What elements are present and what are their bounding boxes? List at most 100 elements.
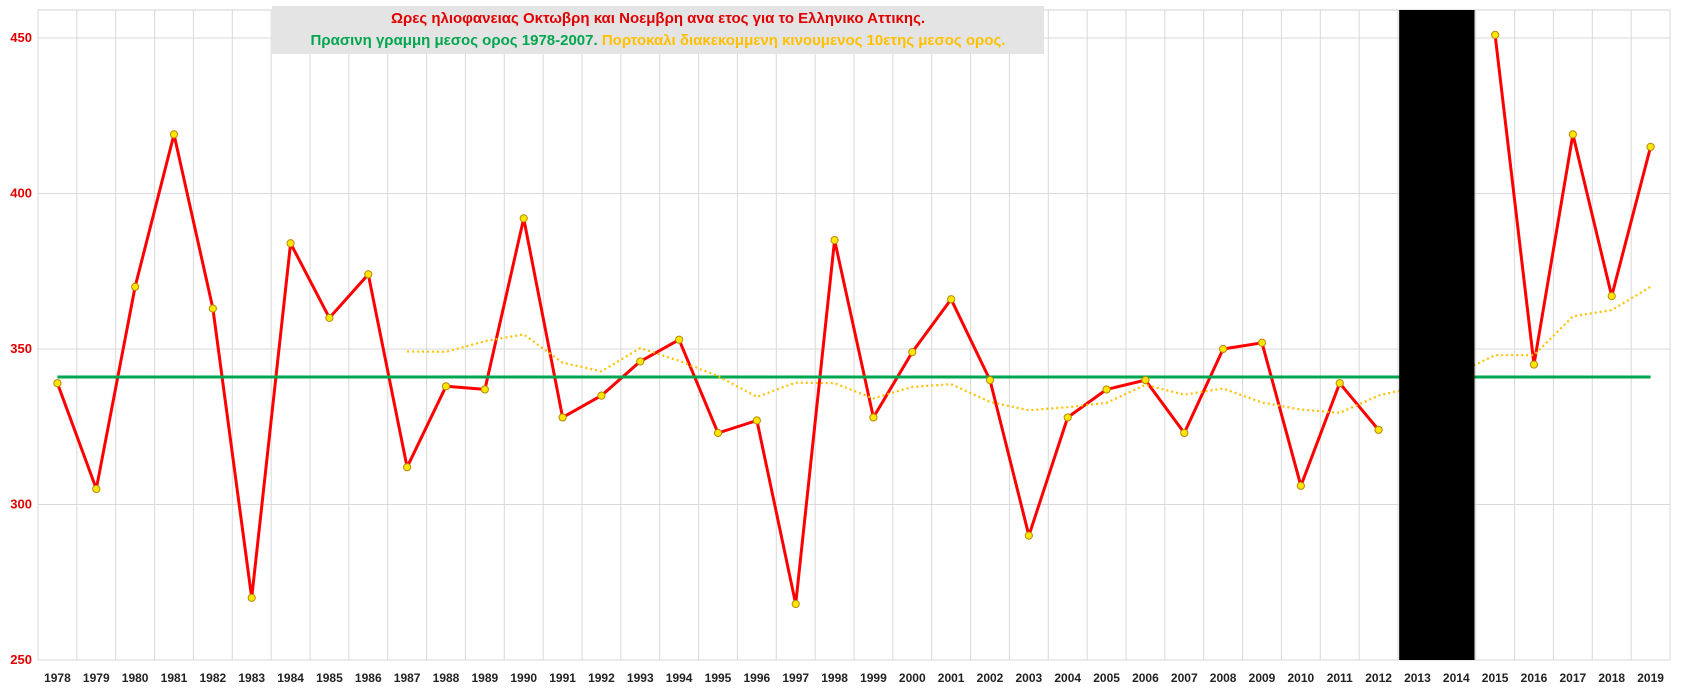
- chart-title: Ωρες ηλιοφανειας Οκτωβρη και Νοεμβρη ανα…: [390, 10, 926, 27]
- shaded-block: [1399, 10, 1475, 660]
- x-tick-label: 2014: [1443, 671, 1470, 685]
- y-tick-label: 450: [10, 30, 32, 45]
- x-tick-label: 1978: [44, 671, 71, 685]
- data-markers: [53, 30, 1655, 609]
- data-point: [830, 236, 839, 245]
- y-axis-ticks: 250 300 350 400 450: [10, 30, 32, 667]
- x-axis-ticks: 1978 1979 1980 1981 1982 1983 1984 1985 1986 1987…: [44, 671, 1664, 685]
- data-point: [1568, 130, 1577, 139]
- data-point: [403, 463, 412, 472]
- x-tick-label: 2005: [1093, 671, 1120, 685]
- data-point: [713, 428, 723, 438]
- data-point: [1180, 428, 1189, 438]
- data-point: [1529, 360, 1539, 369]
- x-tick-label: 1984: [277, 671, 304, 685]
- data-point: [1374, 425, 1383, 434]
- x-tick-label: 1990: [510, 671, 537, 685]
- x-tick-label: 1993: [627, 671, 654, 685]
- x-tick-label: 1997: [782, 671, 809, 685]
- sunshine-hours-line: [55, 132, 1380, 606]
- x-tick-label: 1999: [860, 671, 887, 685]
- data-point: [53, 379, 62, 388]
- data-point: [1296, 481, 1305, 490]
- x-tick-label: 1989: [472, 671, 499, 685]
- subtitle-green-line: Πρασινη γραμμη μεσος ορος 1978-2007.: [310, 32, 598, 49]
- data-point: [1335, 379, 1344, 388]
- x-tick-label: 1980: [122, 671, 149, 685]
- x-tick-label: 1979: [83, 671, 110, 685]
- data-point: [1219, 344, 1228, 354]
- y-tick-label: 250: [10, 652, 32, 667]
- sunshine-hours-line: [1493, 34, 1653, 366]
- data-point: [169, 130, 179, 139]
- x-tick-label: 1992: [588, 671, 615, 685]
- data-point: [947, 295, 956, 304]
- x-tick-label: 1982: [200, 671, 227, 685]
- x-tick-label: 2006: [1132, 671, 1159, 685]
- data-point: [597, 391, 606, 400]
- data-point: [636, 357, 645, 366]
- moving-average-line: [407, 285, 1652, 414]
- x-tick-label: 1986: [355, 671, 382, 685]
- y-tick-label: 350: [10, 341, 32, 356]
- x-tick-label: 1987: [394, 671, 421, 685]
- data-point: [1607, 292, 1616, 301]
- y-tick-label: 400: [10, 185, 32, 200]
- data-point: [869, 413, 878, 422]
- data-point: [1063, 413, 1072, 422]
- x-tick-label: 1981: [161, 671, 188, 685]
- x-tick-label: 2016: [1521, 671, 1548, 685]
- data-point: [325, 313, 334, 322]
- x-tick-label: 1998: [821, 671, 848, 685]
- data-point: [908, 348, 917, 357]
- data-point: [1646, 142, 1655, 151]
- data-point: [1491, 30, 1500, 39]
- data-point: [208, 304, 217, 313]
- x-tick-label: 1988: [433, 671, 460, 685]
- x-tick-label: 1991: [549, 671, 576, 685]
- chart-subtitle: Πρασινη γραμμη μεσος ορος 1978-2007. Πορ…: [272, 30, 1044, 52]
- data-point: [752, 416, 761, 425]
- data-point: [480, 385, 489, 394]
- x-tick-label: 2017: [1560, 671, 1587, 685]
- x-tick-label: 1983: [238, 671, 265, 685]
- data-point: [131, 282, 140, 291]
- x-tick-label: 2011: [1327, 671, 1353, 685]
- data-point: [1141, 375, 1150, 385]
- data-point: [675, 335, 684, 344]
- data-point: [791, 599, 800, 609]
- data-point: [558, 413, 567, 422]
- x-tick-label: 2010: [1288, 671, 1315, 685]
- chart-title-box: Ωρες ηλιοφανειας Οκτωβρη και Νοεμβρη ανα…: [272, 6, 1044, 54]
- data-point: [519, 214, 528, 223]
- x-tick-label: 2004: [1054, 671, 1081, 685]
- data-point: [92, 484, 101, 494]
- y-tick-label: 300: [10, 496, 32, 511]
- data-point: [364, 270, 373, 279]
- x-tick-label: 2002: [977, 671, 1004, 685]
- data-point: [985, 375, 995, 385]
- x-tick-label: 2013: [1404, 671, 1431, 685]
- x-tick-label: 1994: [666, 671, 693, 685]
- data-point: [247, 593, 256, 602]
- x-tick-label: 2008: [1210, 671, 1237, 685]
- x-tick-label: 1995: [705, 671, 732, 685]
- x-tick-label: 2001: [938, 671, 965, 685]
- x-tick-label: 2009: [1249, 671, 1276, 685]
- x-tick-label: 2019: [1637, 671, 1664, 685]
- x-tick-label: 2000: [899, 671, 926, 685]
- data-point: [441, 382, 451, 391]
- x-tick-label: 2015: [1482, 671, 1509, 685]
- data-point: [1102, 385, 1111, 394]
- subtitle-orange-line: Πορτοκαλι διακεκομμενη κινουμενος 10ετης…: [601, 32, 1006, 49]
- x-tick-label: 1996: [744, 671, 771, 685]
- x-tick-label: 2012: [1365, 671, 1392, 685]
- data-point: [1257, 338, 1267, 347]
- x-tick-label: 2007: [1171, 671, 1198, 685]
- x-tick-label: 2003: [1016, 671, 1043, 685]
- data-point: [286, 239, 295, 248]
- x-tick-label: 2018: [1598, 671, 1625, 685]
- data-point: [1024, 531, 1033, 540]
- x-tick-label: 1985: [316, 671, 343, 685]
